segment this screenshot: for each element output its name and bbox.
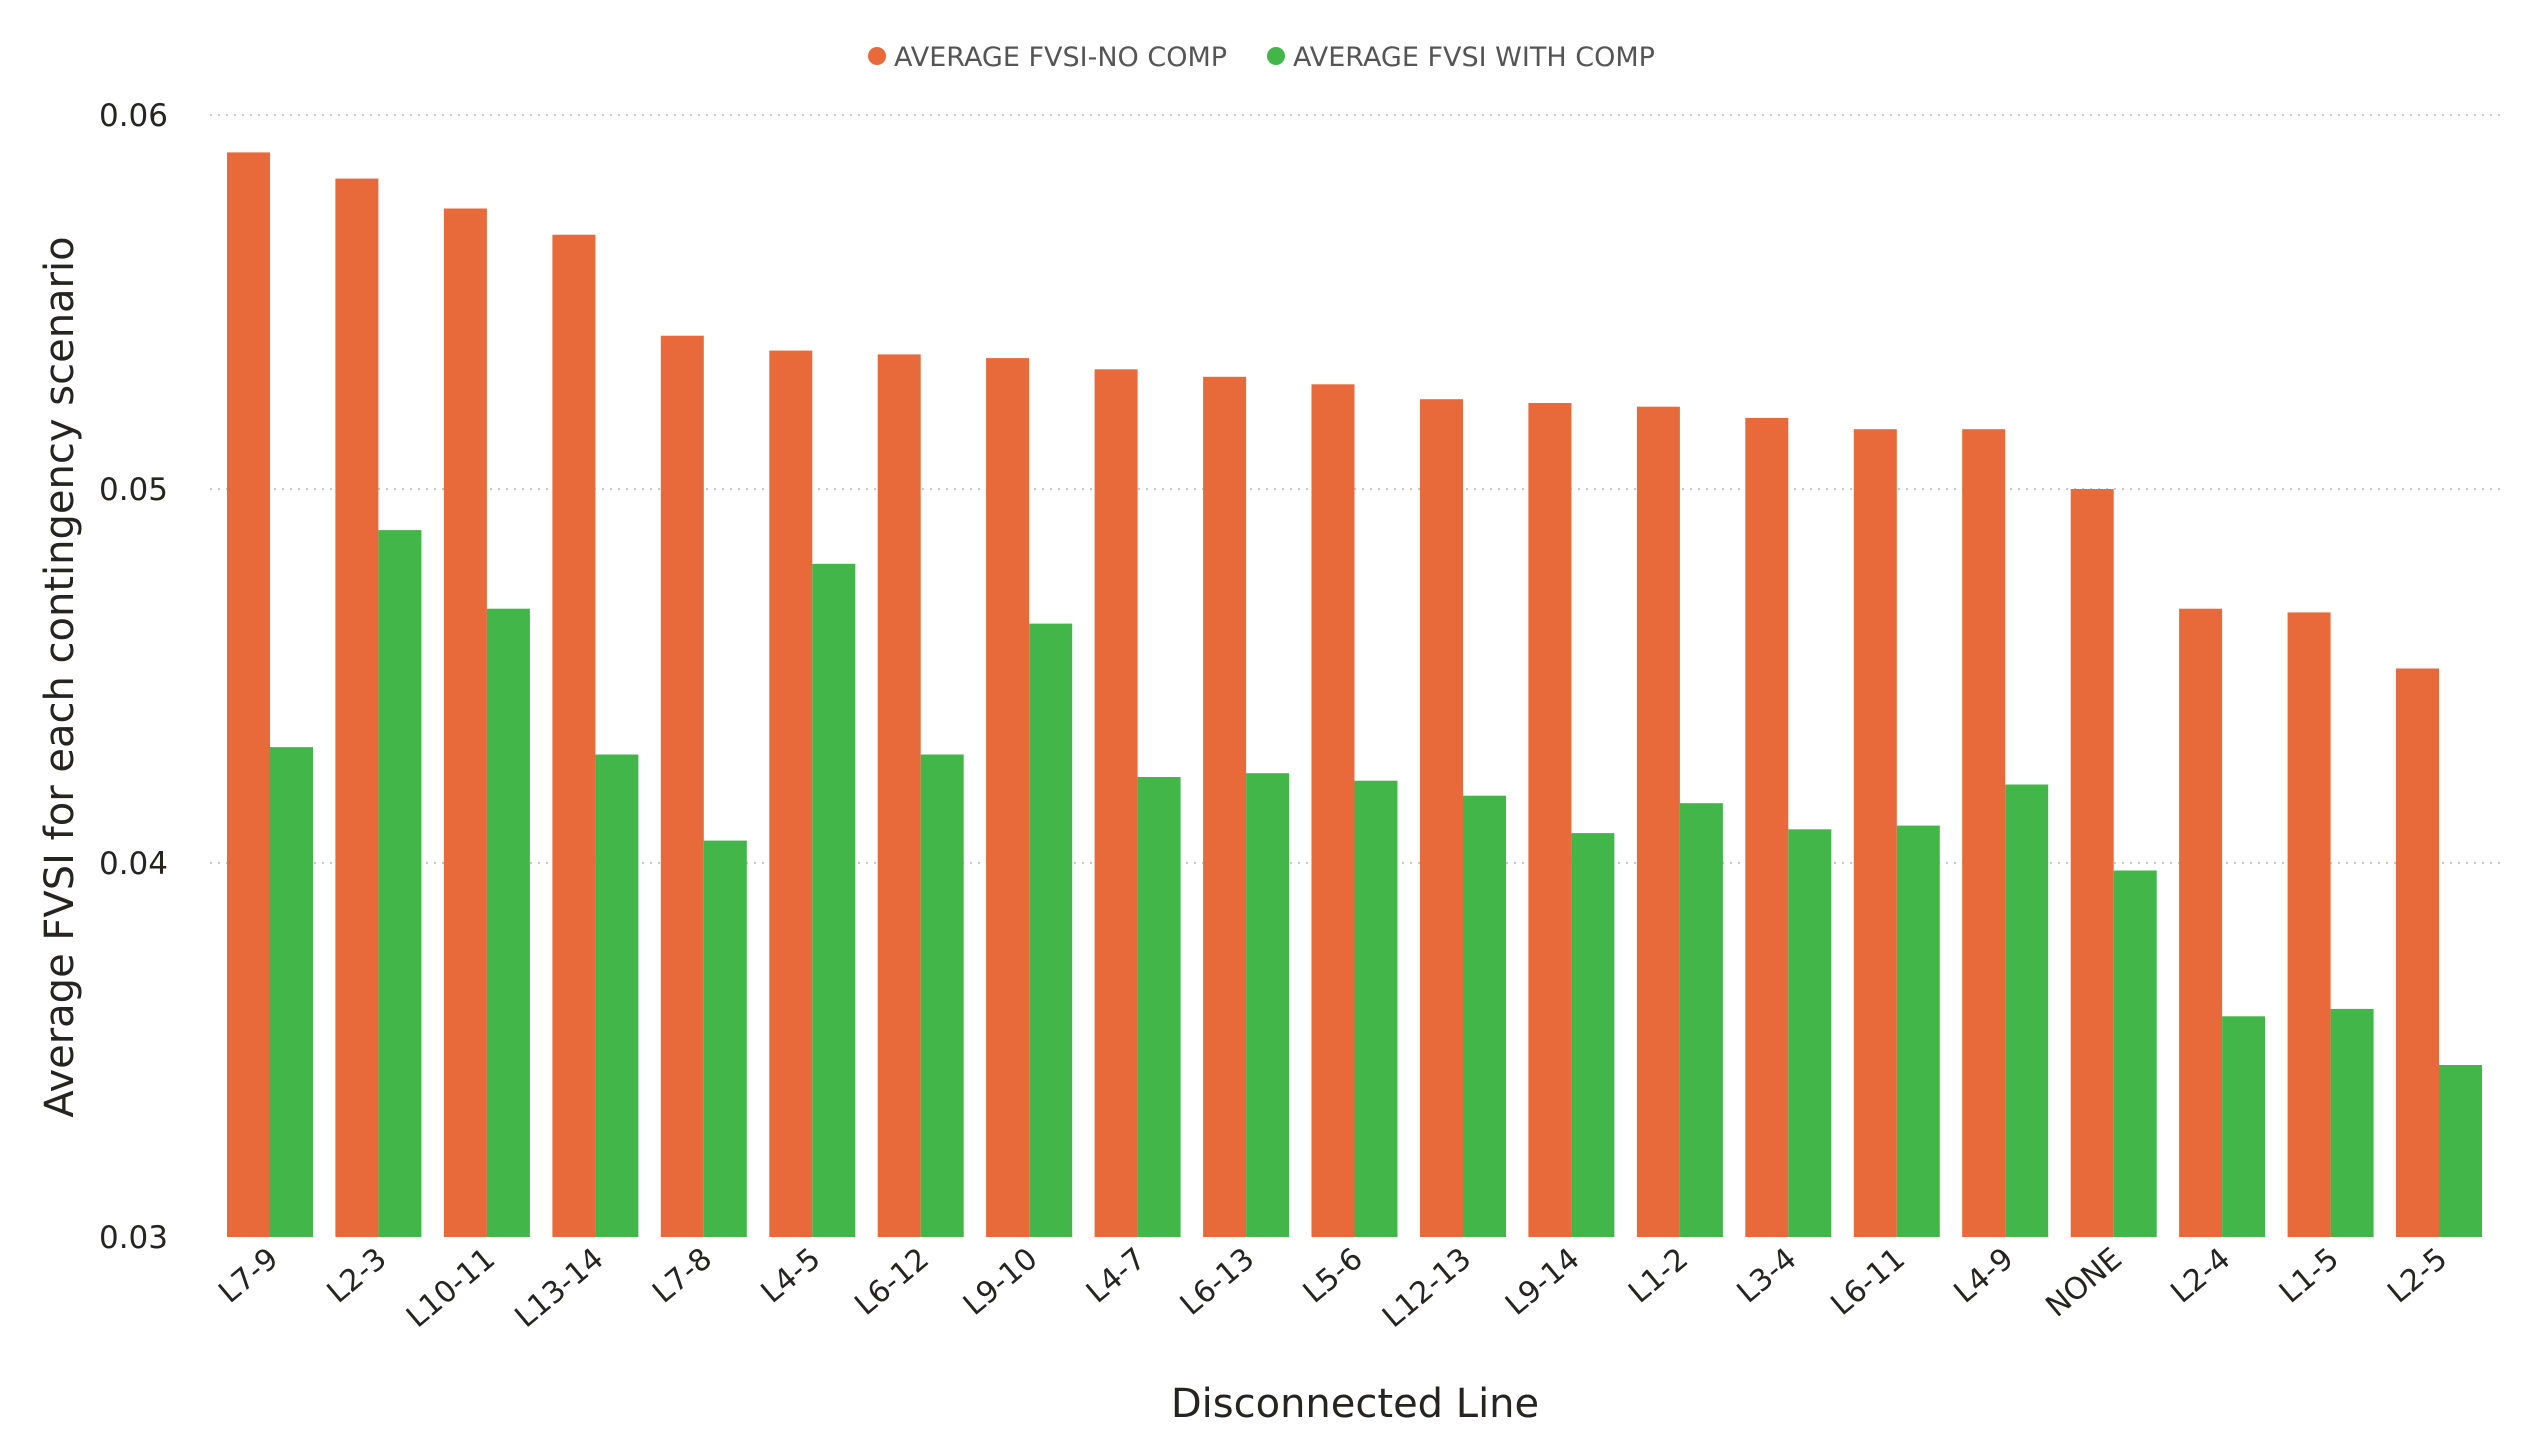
x-category-label: L4-5 [755, 1241, 828, 1310]
bar-no-comp [1420, 399, 1463, 1237]
bar-with-comp [378, 530, 422, 1237]
bar-with-comp [920, 754, 964, 1237]
x-category-label: L1-2 [1622, 1241, 1695, 1310]
bar-with-comp [1571, 833, 1615, 1237]
bar-with-comp [812, 563, 856, 1237]
bar-no-comp [1853, 429, 1897, 1237]
bar-with-comp [1246, 773, 1290, 1237]
x-category-label: L6-11 [1824, 1241, 1911, 1322]
y-tick-label: 0.06 [99, 98, 168, 134]
x-axis-categories: L7-9 L2-3 L10-11 L13-14 L7-8 L4-5 L6-12 L9-10 L4… [212, 1241, 2454, 1335]
x-category-label: L2-5 [2381, 1241, 2454, 1310]
legend-marker-with-comp [1267, 47, 1285, 65]
bar-with-comp [1137, 777, 1181, 1237]
bar-with-comp [2222, 1016, 2266, 1237]
bars [227, 152, 2482, 1238]
bar-no-comp [1528, 403, 1572, 1237]
bar-no-comp [1094, 369, 1138, 1237]
bar-with-comp [2113, 870, 2157, 1237]
x-category-label: L13-14 [508, 1241, 610, 1335]
x-category-label: L7-8 [646, 1241, 719, 1310]
legend: AVERAGE FVSI-NO COMP AVERAGE FVSI WITH C… [868, 42, 1655, 73]
x-category-label: L4-9 [1948, 1241, 2021, 1310]
x-category-label: L9-10 [957, 1241, 1044, 1322]
y-tick-label: 0.05 [99, 472, 168, 508]
bar-no-comp [1636, 406, 1680, 1237]
bar-no-comp [1203, 376, 1247, 1237]
y-axis-title: Average FVSI for each contingency scenar… [37, 236, 83, 1117]
bar-no-comp [1311, 384, 1355, 1237]
bar-with-comp [2005, 784, 2049, 1237]
bar-no-comp [877, 354, 921, 1237]
bar-with-comp [1354, 780, 1398, 1237]
bar-with-comp [486, 608, 530, 1237]
bar-no-comp [769, 350, 813, 1238]
bar-no-comp [2396, 668, 2439, 1237]
x-category-label: L1-5 [2273, 1241, 2346, 1310]
x-axis-title: Disconnected Line [1171, 1381, 1539, 1427]
x-category-label: L5-6 [1297, 1241, 1370, 1310]
legend-marker-no-comp [868, 47, 886, 65]
bar-no-comp [2179, 608, 2223, 1237]
bar-with-comp [1679, 803, 1723, 1237]
bar-with-comp [2439, 1065, 2482, 1237]
x-category-label: NONE [2039, 1241, 2128, 1324]
bar-no-comp [227, 152, 270, 1237]
x-category-label: L12-13 [1376, 1241, 1478, 1335]
bar-with-comp [1463, 795, 1506, 1237]
bar-with-comp [595, 754, 639, 1237]
x-category-label: L10-11 [400, 1241, 502, 1335]
y-tick-label: 0.03 [99, 1220, 168, 1256]
legend-label-no-comp: AVERAGE FVSI-NO COMP [894, 42, 1227, 73]
x-category-label: L2-4 [2164, 1241, 2237, 1310]
bar-no-comp [1962, 429, 2006, 1237]
bar-no-comp [1745, 417, 1789, 1237]
bar-no-comp [660, 335, 704, 1237]
bar-with-comp [2330, 1008, 2374, 1237]
x-category-label: L2-3 [321, 1241, 394, 1310]
x-category-label: L7-9 [212, 1241, 285, 1310]
bar-with-comp [1896, 825, 1940, 1237]
bar-with-comp [1788, 829, 1832, 1237]
bar-with-comp [270, 747, 313, 1237]
bar-no-comp [2287, 612, 2331, 1237]
y-tick-label: 0.04 [99, 846, 168, 882]
bar-with-comp [703, 840, 747, 1237]
x-category-label: L3-4 [1731, 1241, 1804, 1310]
x-category-label: L4-7 [1080, 1241, 1153, 1310]
bar-no-comp [335, 178, 379, 1238]
bar-no-comp [552, 234, 596, 1237]
x-category-label: L6-12 [848, 1241, 935, 1322]
bar-no-comp [986, 358, 1030, 1238]
x-category-label: L9-14 [1499, 1241, 1586, 1322]
bar-no-comp [2070, 489, 2114, 1237]
bar-with-comp [1029, 623, 1073, 1237]
bar-no-comp [443, 208, 487, 1237]
y-axis-ticks: 0.03 0.04 0.05 0.06 [99, 98, 168, 1256]
x-category-label: L6-13 [1174, 1241, 1261, 1322]
legend-label-with-comp: AVERAGE FVSI WITH COMP [1293, 42, 1655, 73]
